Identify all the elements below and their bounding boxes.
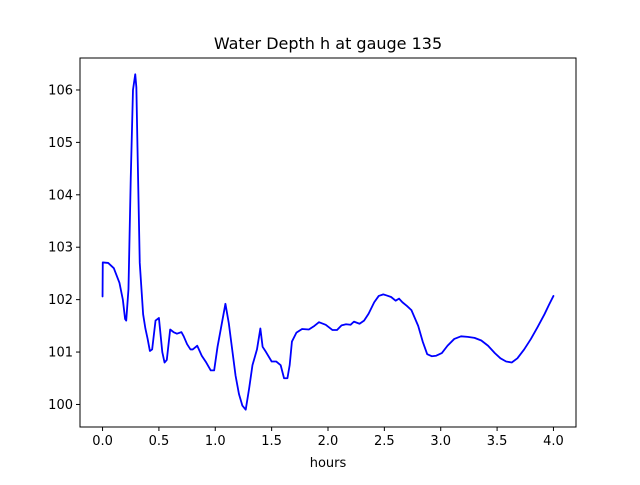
series-line-0 — [101, 73, 555, 411]
plot-area — [80, 58, 576, 427]
y-tick-label: 104 — [48, 188, 73, 203]
x-tick-label: 4.0 — [543, 434, 564, 449]
y-axis: 100 101 102 103 104 105 106 — [48, 83, 80, 413]
y-tick-label: 102 — [48, 293, 73, 308]
y-tick-label: 105 — [48, 136, 73, 151]
y-tick-label: 106 — [48, 83, 73, 98]
x-tick-label: 3.5 — [487, 434, 508, 449]
chart-title: Water Depth h at gauge 135 — [214, 34, 442, 53]
y-tick-label: 100 — [48, 398, 73, 413]
x-tick-label: 2.5 — [374, 434, 395, 449]
x-axis: 0.0 0.5 1.0 1.5 2.0 2.5 3.0 3.5 4.0 — [92, 427, 564, 449]
x-tick-label: 1.5 — [261, 434, 282, 449]
y-tick-label: 103 — [48, 241, 73, 256]
x-tick-label: 0.5 — [149, 434, 170, 449]
x-tick-label: 0.0 — [92, 434, 113, 449]
x-axis-label: hours — [310, 456, 347, 471]
x-tick-label: 1.0 — [205, 434, 226, 449]
x-tick-label: 3.0 — [430, 434, 451, 449]
series-layer — [101, 73, 555, 411]
x-tick-label: 2.0 — [318, 434, 339, 449]
y-tick-label: 101 — [48, 346, 73, 361]
axes-frame — [79, 57, 577, 428]
axes-background — [80, 58, 576, 427]
